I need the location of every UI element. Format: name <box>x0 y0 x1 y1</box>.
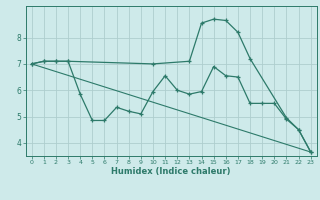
X-axis label: Humidex (Indice chaleur): Humidex (Indice chaleur) <box>111 167 231 176</box>
